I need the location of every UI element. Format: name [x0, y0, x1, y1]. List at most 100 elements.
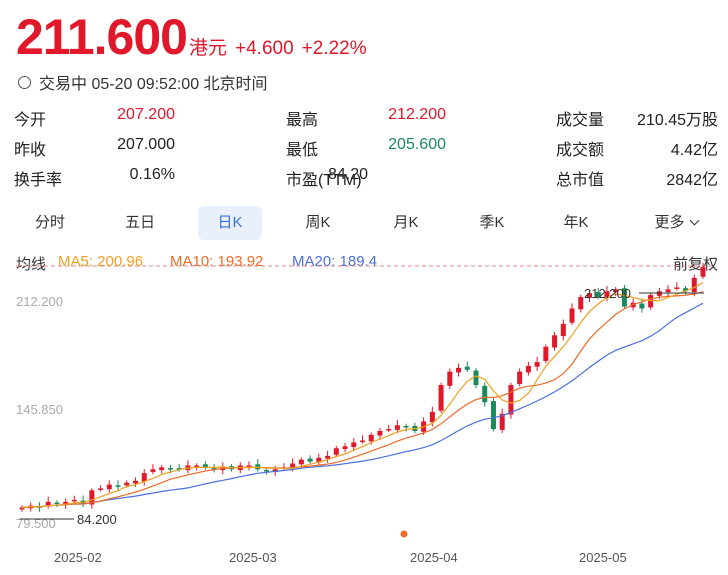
candle [124, 482, 130, 486]
candle [691, 277, 697, 293]
tab-weekly-k[interactable]: 周K [305, 214, 331, 231]
tab-intraday[interactable]: 分时 [34, 214, 65, 231]
candle [263, 470, 269, 472]
candle [115, 485, 121, 487]
candle [211, 468, 217, 470]
candle [552, 335, 558, 348]
tab-more[interactable]: 更多 [638, 206, 714, 240]
candle [202, 464, 208, 468]
candle [298, 459, 304, 465]
x-tick-label: 2025-05 [579, 550, 627, 565]
candle [543, 346, 549, 361]
candle [89, 490, 95, 505]
candle [560, 323, 566, 337]
stat-label: 换手率 [14, 172, 63, 189]
candle [307, 458, 313, 462]
candle [360, 440, 365, 443]
tab-yearly-k[interactable]: 年K [563, 214, 589, 231]
candle [342, 446, 348, 449]
candle [394, 425, 400, 430]
candle [482, 385, 488, 403]
stat-label: 总市值 [556, 172, 605, 189]
candle [456, 367, 462, 373]
candle [517, 371, 523, 384]
price-change: +4.600 [235, 38, 294, 59]
candle [403, 426, 409, 428]
stat-value: 205.600 [388, 136, 446, 153]
candle [63, 501, 69, 505]
candle [141, 473, 147, 482]
candle [386, 429, 392, 431]
candle [333, 448, 339, 455]
tab-quarterly-k[interactable]: 季K [479, 214, 505, 231]
currency-label: 港元 [188, 38, 227, 59]
adjust-toggle[interactable]: 前复权 [672, 256, 718, 273]
stats-row: 今开 207.200 最高 212.200 成交量 210.45万股 [14, 102, 718, 132]
tab-daily-k[interactable]: 日K [198, 206, 262, 240]
candle [290, 463, 296, 469]
stat-label: 成交额 [556, 142, 605, 159]
candle [473, 370, 479, 386]
candle [272, 469, 278, 472]
stat-value: 210.45万股 [637, 112, 718, 129]
candle [578, 297, 584, 310]
y-tick-label: 79.500 [16, 516, 56, 531]
candle [683, 288, 689, 292]
stat-label: 最高 [286, 112, 319, 129]
tab-monthly-k[interactable]: 月K [393, 214, 419, 231]
candle [246, 465, 252, 467]
candle [255, 464, 261, 470]
candle [98, 488, 104, 490]
candle [499, 413, 505, 430]
candle [368, 434, 374, 442]
candle [159, 467, 165, 471]
ma10-line [21, 291, 704, 509]
candle [447, 371, 453, 386]
candle [464, 366, 470, 370]
x-tick-label: 2025-04 [410, 550, 458, 565]
tab-more-label: 更多 [654, 214, 685, 231]
price-change-pct: +2.22% [301, 38, 367, 59]
candle [656, 291, 662, 296]
stat-value: 207.000 [117, 136, 175, 153]
max-price-label: 212.200 [584, 286, 631, 301]
stats-row: 昨收 207.000 最低 205.600 成交额 4.42亿 [14, 132, 718, 162]
candle [194, 465, 200, 467]
candle [133, 480, 138, 484]
candle [150, 469, 156, 472]
ma5-line [21, 282, 704, 509]
candle [19, 507, 25, 510]
candle [525, 365, 531, 373]
stat-value: 207.200 [117, 106, 175, 123]
stats-grid: 今开 207.200 最高 212.200 成交量 210.45万股 昨收 20… [14, 102, 718, 192]
candle [508, 385, 514, 415]
x-tick-label: 2025-02 [54, 550, 102, 565]
tab-five-day[interactable]: 五日 [124, 214, 155, 231]
y-tick-label: 212.200 [16, 294, 63, 309]
stat-value: 84.20 [327, 166, 368, 183]
candle [351, 442, 357, 448]
stat-value: 212.200 [388, 106, 446, 123]
candle [54, 502, 60, 505]
candle [167, 468, 173, 470]
candle [325, 455, 331, 459]
chevron-down-icon [689, 215, 699, 226]
candle [595, 292, 601, 298]
candle [438, 385, 444, 411]
candle [377, 430, 383, 436]
trading-status: 交易中 05-20 09:52:00 北京时间 [18, 70, 268, 94]
trading-status-text: 交易中 05-20 09:52:00 北京时间 [39, 76, 268, 93]
candle [648, 295, 654, 308]
candle [700, 267, 706, 277]
candle [176, 468, 182, 470]
stat-label: 今开 [14, 112, 47, 129]
candle [534, 362, 540, 367]
kline-chart[interactable]: 212.200 145.850 79.500 212.200 84.200 20… [0, 262, 728, 575]
stat-value: 4.42亿 [670, 142, 718, 159]
stat-label: 市盈(TTM) [286, 172, 362, 189]
stat-value: 2842亿 [666, 172, 718, 189]
event-marker-dot[interactable] [400, 530, 408, 538]
stat-label: 成交量 [556, 112, 605, 129]
candle [429, 411, 435, 423]
stat-label: 昨收 [14, 142, 47, 159]
